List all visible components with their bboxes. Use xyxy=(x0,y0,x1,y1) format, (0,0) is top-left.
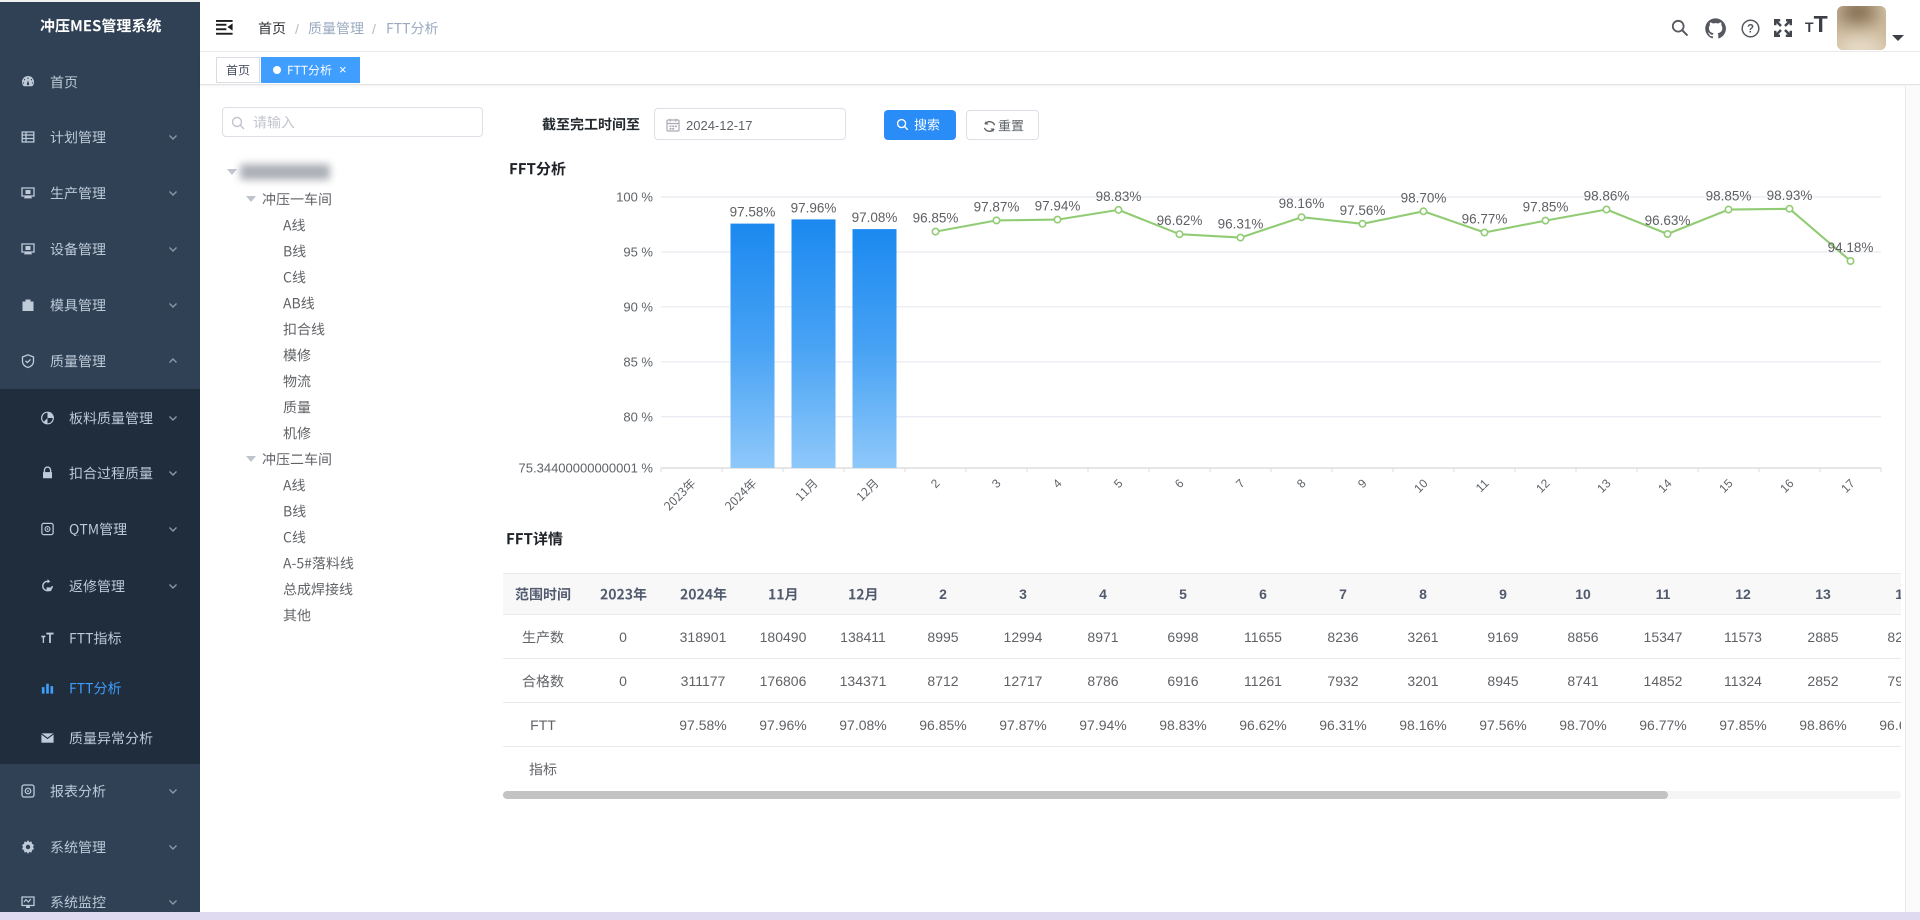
svg-text:97.56%: 97.56% xyxy=(1340,203,1386,218)
svg-text:97.94%: 97.94% xyxy=(1035,199,1081,214)
svg-text:98.83%: 98.83% xyxy=(1096,189,1142,204)
svg-text:96.31%: 96.31% xyxy=(1218,217,1264,232)
svg-text:12: 12 xyxy=(1533,476,1553,496)
svg-text:98.93%: 98.93% xyxy=(1767,188,1813,203)
svg-text:4: 4 xyxy=(1050,476,1065,491)
svg-text:97.96%: 97.96% xyxy=(791,200,837,215)
svg-text:17: 17 xyxy=(1838,476,1858,496)
svg-text:9: 9 xyxy=(1355,476,1370,491)
svg-text:80 %: 80 % xyxy=(623,409,653,424)
svg-text:11: 11 xyxy=(1473,476,1492,495)
svg-text:97.87%: 97.87% xyxy=(974,199,1020,214)
svg-text:95 %: 95 % xyxy=(623,245,653,260)
svg-text:100 %: 100 % xyxy=(616,190,653,205)
svg-text:96.62%: 96.62% xyxy=(1157,213,1203,228)
svg-text:96.85%: 96.85% xyxy=(913,211,959,226)
svg-text:98.86%: 98.86% xyxy=(1584,189,1630,204)
svg-text:16: 16 xyxy=(1777,476,1797,496)
svg-text:7: 7 xyxy=(1233,476,1248,491)
svg-text:85 %: 85 % xyxy=(623,354,653,369)
svg-text:97.85%: 97.85% xyxy=(1523,200,1569,215)
svg-text:6: 6 xyxy=(1172,476,1187,491)
svg-text:96.63%: 96.63% xyxy=(1645,213,1691,228)
svg-text:10: 10 xyxy=(1411,476,1431,496)
svg-text:90 %: 90 % xyxy=(623,299,653,314)
svg-text:3: 3 xyxy=(989,476,1004,491)
svg-text:14: 14 xyxy=(1655,476,1675,496)
svg-text:94.18%: 94.18% xyxy=(1828,240,1874,255)
svg-text:13: 13 xyxy=(1594,476,1614,496)
svg-text:8: 8 xyxy=(1294,476,1309,491)
svg-text:5: 5 xyxy=(1111,476,1126,491)
svg-text:97.58%: 97.58% xyxy=(730,205,776,220)
svg-text:97.08%: 97.08% xyxy=(852,210,898,225)
svg-text:96.77%: 96.77% xyxy=(1462,212,1508,227)
svg-text:98.70%: 98.70% xyxy=(1401,190,1447,205)
svg-text:75.34400000000001 %: 75.34400000000001 % xyxy=(519,461,654,476)
svg-text:?: ? xyxy=(1747,24,1754,36)
svg-text:98.16%: 98.16% xyxy=(1279,196,1325,211)
svg-text:98.85%: 98.85% xyxy=(1706,189,1752,204)
svg-text:2: 2 xyxy=(928,476,943,491)
svg-text:15: 15 xyxy=(1716,476,1736,496)
